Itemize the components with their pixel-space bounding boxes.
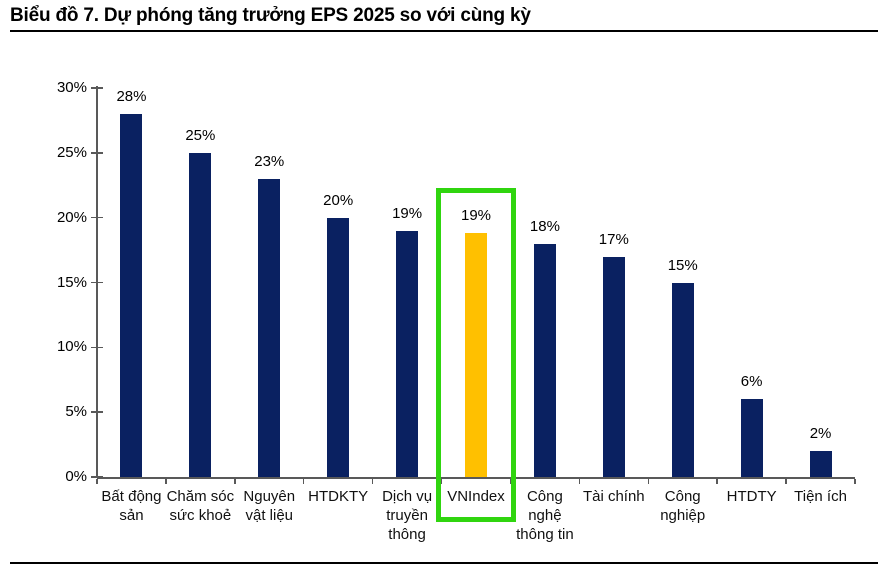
y-axis-tick-label: 25% — [56, 143, 87, 161]
bar-value-label: 18% — [529, 217, 560, 235]
bar — [396, 230, 419, 477]
y-axis-line — [96, 86, 98, 477]
x-axis-tick — [371, 478, 374, 484]
vnindex-bar-highlighted — [465, 233, 487, 477]
bar-value-label: 19% — [460, 207, 492, 225]
bottom-divider-line — [10, 562, 878, 564]
y-axis-tick-label: 5% — [65, 403, 87, 421]
bar — [602, 256, 625, 477]
bar-value-label: 23% — [254, 152, 285, 170]
bar — [809, 451, 832, 477]
x-axis-tick — [647, 478, 650, 484]
bar-value-label: 25% — [185, 126, 216, 144]
bar — [740, 399, 763, 477]
bar-value-label: 17% — [598, 230, 629, 248]
category-label: Công nghệ thông tin — [516, 488, 574, 543]
bar — [671, 282, 694, 477]
y-axis-tick — [91, 476, 103, 478]
category-label: HTDKTY — [308, 488, 369, 505]
eps-growth-bar-chart: 0% 5% 10% 15% 20% 25% 30% 28% Bất động sản 25% Chă… — [0, 40, 890, 560]
category-label: Chăm sóc sức khoẻ — [166, 488, 235, 524]
y-axis-tick-label: 10% — [56, 338, 87, 356]
x-axis-line — [97, 477, 855, 479]
x-axis-tick — [234, 478, 236, 484]
chart-title: Biểu đồ 7. Dự phóng tăng trưởng EPS 2025… — [10, 5, 531, 26]
y-axis-tick — [91, 152, 103, 154]
bar — [258, 178, 281, 477]
bar-value-label: 6% — [740, 373, 763, 391]
category-label: Công nghiệp — [660, 488, 706, 524]
x-axis-tick — [302, 478, 305, 484]
y-axis-tick — [91, 281, 103, 284]
category-label: Dịch vụ truyền thông — [382, 488, 433, 543]
category-label: Bất động sản — [101, 488, 162, 524]
y-axis-tick — [91, 346, 103, 349]
category-label: Tài chính — [582, 488, 645, 505]
bar — [327, 217, 350, 477]
x-axis-tick — [509, 478, 512, 484]
category-label: VNIndex — [447, 488, 505, 505]
category-label: HTDTY — [726, 488, 777, 505]
x-axis-tick — [96, 478, 98, 484]
category-label: Nguyên vật liệu — [243, 488, 296, 524]
bar-value-label: 2% — [809, 425, 832, 443]
bar — [189, 152, 212, 477]
bar-value-label: 28% — [116, 87, 147, 105]
y-axis-tick-label: 20% — [56, 208, 87, 226]
bar — [120, 113, 143, 477]
title-divider-line — [10, 30, 878, 32]
y-axis-tick — [91, 216, 103, 219]
category-label: Tiện ích — [794, 488, 847, 505]
x-axis-tick — [578, 478, 581, 484]
x-axis-tick — [440, 478, 443, 484]
x-axis-tick — [716, 478, 718, 484]
x-axis-tick — [854, 478, 856, 484]
x-axis-tick — [165, 478, 167, 484]
y-axis-tick — [91, 87, 103, 89]
y-axis-tick-label: 30% — [56, 79, 87, 96]
x-axis-tick — [785, 478, 787, 484]
y-axis-tick-label: 15% — [56, 273, 87, 291]
y-axis-tick-label: 0% — [65, 468, 87, 485]
bar-value-label: 19% — [392, 204, 423, 222]
bar-value-label: 15% — [667, 256, 698, 274]
bar-value-label: 20% — [323, 191, 354, 209]
y-axis-tick — [91, 411, 103, 413]
bar — [533, 243, 556, 477]
